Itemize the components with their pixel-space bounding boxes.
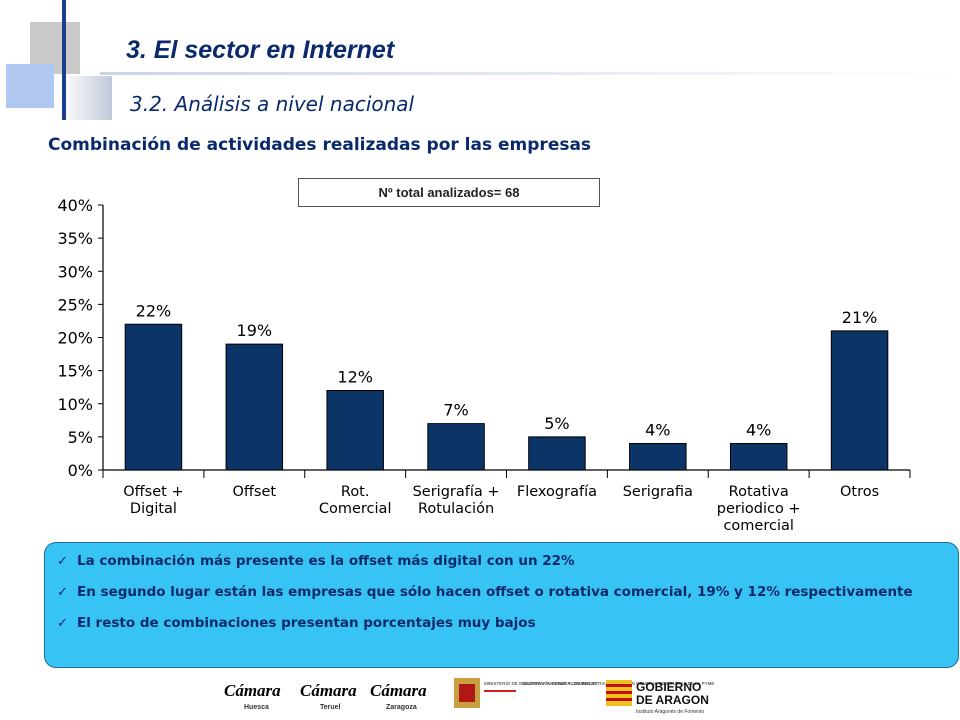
- x-tick-label: Flexografía: [517, 484, 597, 500]
- header-rule: [100, 72, 960, 75]
- finding-text: La combinación más presente es la offset…: [77, 553, 575, 569]
- gobierno-aragon-logo: GOBIERNO DE ARAGON Instituto Aragonés de…: [606, 680, 709, 715]
- bar: [528, 436, 586, 471]
- svg-text:Instituto Aragonés de Fomento: Instituto Aragonés de Fomento: [636, 709, 704, 715]
- sponsor-logos: Cámara Huesca Cámara Teruel Cámara Zarag…: [224, 678, 714, 715]
- check-icon: ✓: [57, 585, 68, 600]
- data-label: 21%: [842, 308, 878, 327]
- svg-text:DE ARAGON: DE ARAGON: [636, 693, 709, 707]
- svg-text:Teruel: Teruel: [320, 704, 341, 711]
- x-tick-label: Otros: [840, 484, 879, 500]
- data-label: 4%: [746, 421, 771, 440]
- data-label: 5%: [544, 414, 569, 433]
- page-title: 3. El sector en Internet: [126, 36, 395, 64]
- camara-huesca-logo: Cámara Huesca: [224, 681, 281, 711]
- svg-text:Cámara: Cámara: [300, 681, 357, 700]
- header-decoration: [0, 0, 130, 125]
- svg-text:Cámara: Cámara: [370, 681, 427, 700]
- y-tick-label: 40%: [57, 196, 93, 215]
- x-tick-label: Offset + Digital: [123, 484, 183, 517]
- bar: [225, 343, 284, 471]
- y-tick-label: 5%: [68, 428, 93, 447]
- svg-text:Zaragoza: Zaragoza: [386, 704, 417, 711]
- data-label: 19%: [237, 321, 273, 340]
- svg-text:GOBIERNO: GOBIERNO: [636, 680, 701, 694]
- y-tick-label: 15%: [57, 362, 93, 381]
- finding-text: El resto de combinaciones presentan porc…: [77, 615, 536, 631]
- data-label: 22%: [136, 301, 172, 320]
- data-label: 12%: [337, 368, 373, 387]
- y-tick-label: 35%: [57, 229, 93, 248]
- y-tick-label: 0%: [68, 461, 93, 480]
- bar: [326, 390, 384, 471]
- page-subtitle: 3.2. Análisis a nivel nacional: [130, 92, 415, 116]
- finding-item: ✓ El resto de combinaciones presentan por…: [57, 615, 946, 632]
- section-heading: Combinación de actividades realizadas po…: [48, 135, 592, 155]
- finding-text: En segundo lugar están las empresas que …: [77, 584, 913, 600]
- svg-text:Cámara: Cámara: [224, 681, 281, 700]
- x-tick-label: Rot. Comercial: [319, 484, 392, 517]
- check-icon: ✓: [57, 554, 68, 569]
- sample-size-box: Nº total analizados= 68: [298, 178, 600, 207]
- camara-teruel-logo: Cámara Teruel: [300, 681, 357, 711]
- y-tick-label: 25%: [57, 295, 93, 314]
- check-icon: ✓: [57, 616, 68, 631]
- camara-zaragoza-logo: Cámara Zaragoza: [370, 681, 427, 711]
- finding-item: ✓ La combinación más presente es la offse…: [57, 553, 946, 570]
- x-tick-label: Serigrafia: [623, 484, 693, 500]
- svg-text:Huesca: Huesca: [244, 704, 269, 711]
- y-tick-label: 20%: [57, 329, 93, 348]
- svg-text:MINISTERIO DE INDUSTRIA, TURIS: MINISTERIO DE INDUSTRIA, TURISMO Y COMER…: [484, 681, 597, 686]
- y-tick-label: 30%: [57, 262, 93, 281]
- bar: [729, 443, 788, 471]
- y-tick-label: 10%: [57, 395, 93, 414]
- x-tick-label: Rotativa periodico + comercial: [717, 484, 801, 534]
- x-tick-label: Offset: [233, 484, 277, 500]
- bar: [629, 443, 687, 471]
- bar: [124, 323, 183, 471]
- bar: [427, 423, 485, 471]
- bar: [830, 330, 889, 471]
- data-label: 4%: [645, 421, 670, 440]
- x-tick-label: Serigrafía + Rotulación: [413, 484, 500, 517]
- finding-item: ✓ En segundo lugar están las empresas que…: [57, 584, 946, 601]
- findings-box: ✓ La combinación más presente es la offse…: [44, 542, 959, 668]
- data-label: 7%: [443, 401, 468, 420]
